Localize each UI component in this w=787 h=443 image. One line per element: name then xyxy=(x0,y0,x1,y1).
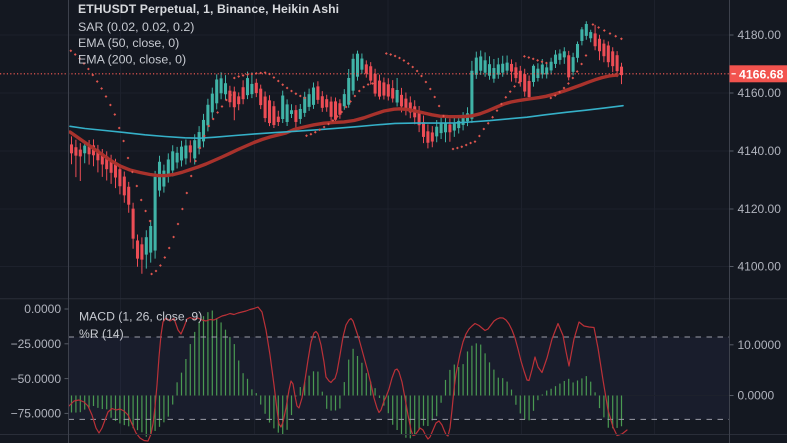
svg-text:SAR (0.02, 0.02, 0.2): SAR (0.02, 0.02, 0.2) xyxy=(78,20,194,34)
svg-text:−50.0000: −50.0000 xyxy=(11,372,62,386)
svg-text:ETHUSDT Perpetual, 1, Binance,: ETHUSDT Perpetual, 1, Binance, Heikin As… xyxy=(78,2,339,16)
svg-text:EMA (200, close, 0): EMA (200, close, 0) xyxy=(78,53,186,67)
svg-text:EMA (50, close, 0): EMA (50, close, 0) xyxy=(78,36,179,50)
svg-text:4180.00: 4180.00 xyxy=(738,28,782,42)
svg-text:4100.00: 4100.00 xyxy=(738,260,782,274)
svg-text:−25.0000: −25.0000 xyxy=(11,337,62,351)
svg-text:%R (14): %R (14) xyxy=(79,327,124,341)
svg-text:10.0000: 10.0000 xyxy=(738,338,782,352)
svg-text:0.0000: 0.0000 xyxy=(24,302,61,316)
svg-text:MACD (1, 26, close, 9): MACD (1, 26, close, 9) xyxy=(79,310,202,324)
svg-text:4120.00: 4120.00 xyxy=(738,202,782,216)
svg-text:4166.68: 4166.68 xyxy=(739,67,784,81)
svg-text:4140.00: 4140.00 xyxy=(738,144,782,158)
svg-text:4160.00: 4160.00 xyxy=(738,86,782,100)
svg-text:0.0000: 0.0000 xyxy=(738,389,775,403)
svg-text:−75.0000: −75.0000 xyxy=(11,407,62,421)
